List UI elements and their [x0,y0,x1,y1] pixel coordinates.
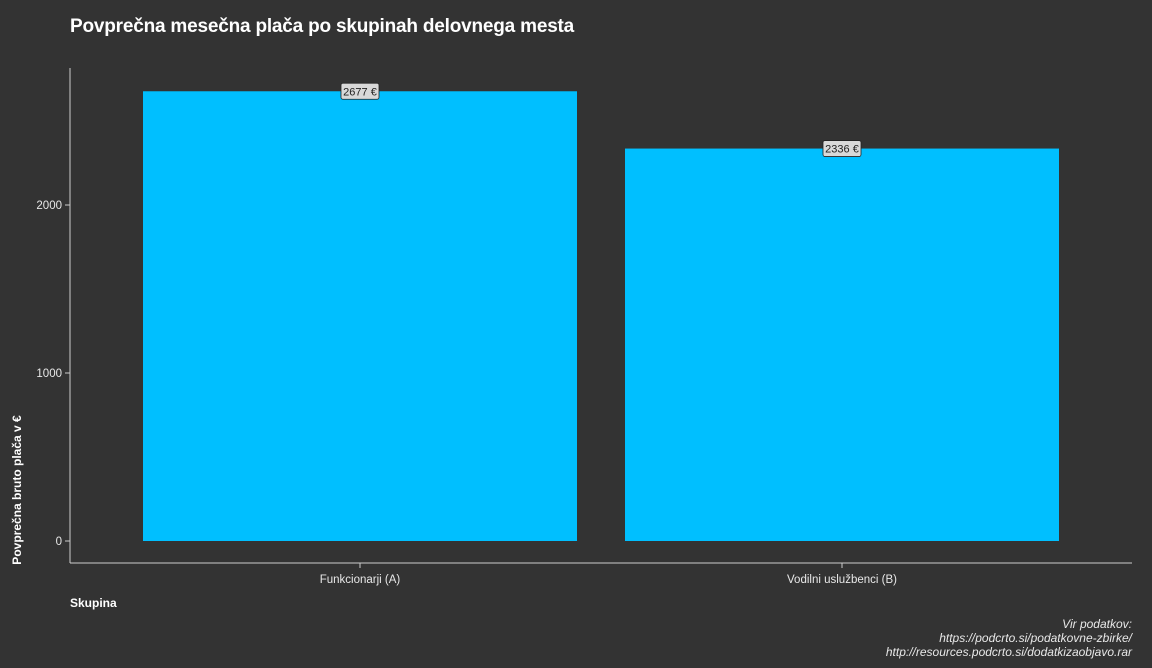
bar-1 [625,148,1059,541]
x-tick-label-1: Vodilni uslužbenci (B) [787,574,897,586]
y-tick-label-1: 1000 [36,368,62,380]
y-tick-label-2: 2000 [36,200,62,212]
y-tick-label-0: 0 [56,536,62,548]
y-axis-title: Povprečna bruto plača v € [10,415,24,565]
bar-0 [143,91,577,541]
data-label-1: 2336 € [822,140,862,157]
bars-group [143,91,1059,541]
x-ticks-group: Funkcionarji (A) Vodilni uslužbenci (B) [320,563,897,586]
caption-line-2: https://podcrto.si/podatkovne-zbirke/ [939,631,1132,645]
data-label-box-0 [340,82,380,100]
data-label-text-1: 2336 € [825,144,859,156]
data-label-text-0: 2677 € [343,86,377,98]
y-ticks-group: 0 1000 2000 [36,200,70,548]
data-label-0: 2677 € [340,82,380,100]
data-labels-group: 2677 € 2336 € [340,82,862,157]
caption-line-3: http://resources.podcrto.si/dodatkizaobj… [885,645,1132,659]
caption-line-1: Vir podatkov: [1062,617,1132,631]
x-axis-title: Skupina [70,596,117,610]
x-tick-label-0: Funkcionarji (A) [320,574,401,586]
data-label-box-1 [822,140,862,157]
chart-title: Povprečna mesečna plača po skupinah delo… [70,16,575,37]
source-caption: Vir podatkov: https://podcrto.si/podatko… [886,617,1132,659]
